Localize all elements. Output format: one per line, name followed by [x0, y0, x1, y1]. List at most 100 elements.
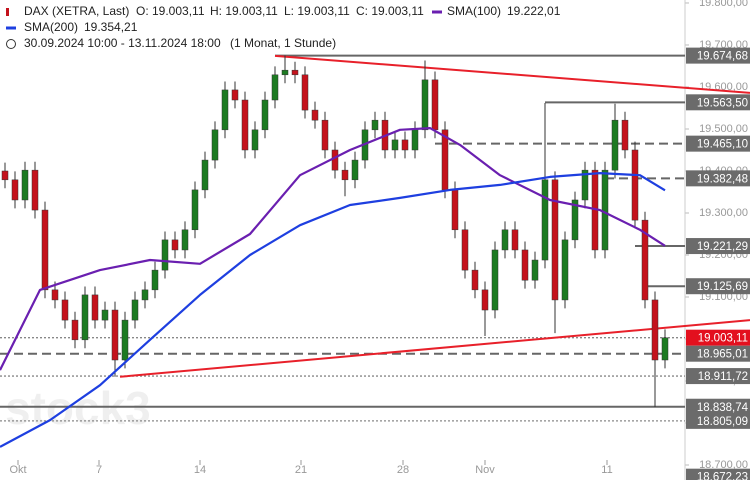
- candle-body: [1, 170, 9, 181]
- date-range: 30.09.2024 10:00 - 13.11.2024 18:00: [24, 36, 221, 50]
- x-tick-label: Nov: [475, 464, 495, 476]
- candle-body: [611, 119, 619, 171]
- interval: (1 Monat, 1 Stunde): [230, 36, 336, 50]
- level-label: 18.805,09: [697, 416, 748, 428]
- legend-value: 19.222,01: [507, 4, 561, 18]
- candle-body: [631, 149, 639, 221]
- candle-body: [281, 69, 289, 76]
- candle-body: [571, 199, 579, 241]
- level-label: 19.674,68: [697, 51, 748, 63]
- candle-body: [471, 269, 479, 291]
- candle-body: [601, 169, 609, 251]
- candle-body: [131, 299, 139, 321]
- x-tick-label: 21: [295, 464, 307, 476]
- candle-body: [271, 74, 279, 101]
- candle-body: [621, 119, 629, 151]
- symbol: DAX (XETRA, Last): [24, 4, 129, 18]
- level-label-bg: [686, 368, 750, 385]
- watermark: stock3: [5, 382, 151, 434]
- candle-body: [321, 119, 329, 151]
- candle-body: [201, 159, 209, 191]
- candle-body: [351, 159, 359, 181]
- candle-body: [231, 89, 239, 101]
- y-tick-label: 19.800,00: [699, 0, 748, 9]
- candle-body: [11, 179, 19, 201]
- candle-body: [541, 179, 549, 261]
- candle-body: [161, 239, 169, 271]
- level-label: 19.003,11: [698, 333, 748, 345]
- ohlc: C: 19.003,11: [356, 4, 424, 18]
- candle-body: [181, 229, 189, 251]
- level-label-bg: [686, 412, 750, 429]
- trendline: [119, 319, 750, 378]
- candle-body: [171, 239, 179, 251]
- level-label: 19.125,69: [697, 281, 748, 293]
- candle-body: [111, 309, 119, 361]
- ohlc: O: 19.003,11: [136, 4, 205, 18]
- level-label-bg: [686, 329, 750, 346]
- level-label-bg: [686, 170, 750, 187]
- x-tick-label: 7: [96, 464, 102, 476]
- ohlc: L: 19.003,11: [284, 4, 350, 18]
- level-label-bg: [686, 278, 750, 295]
- candle-body: [81, 294, 89, 341]
- y-tick-label: 18.700,00: [699, 459, 748, 471]
- candle-body: [551, 179, 559, 301]
- candle-body: [581, 169, 589, 201]
- candle-body: [241, 99, 249, 151]
- level-label-bg: [686, 47, 750, 64]
- candle-body: [431, 79, 439, 131]
- candle-body: [291, 69, 299, 76]
- ohlc: H: 19.003,11: [210, 4, 278, 18]
- candle-body: [31, 169, 39, 211]
- candle-body: [661, 337, 669, 361]
- candle-body: [451, 189, 459, 231]
- candle-body: [461, 229, 469, 271]
- header: DAX (XETRA, Last) O: 19.003,11 H: 19.003…: [0, 0, 680, 54]
- candle-body: [421, 79, 429, 131]
- legend-entry: SMA(100): [447, 4, 501, 18]
- sma-line: [0, 172, 666, 448]
- candle-body: [511, 229, 519, 251]
- x-tick-label: 11: [601, 464, 612, 476]
- candle-body: [301, 74, 309, 111]
- candle-body: [191, 189, 199, 231]
- candle-body: [651, 299, 659, 361]
- level-label-bg: [686, 94, 750, 111]
- x-tick-label: 28: [397, 464, 409, 476]
- candle-body: [261, 99, 269, 131]
- candle-body: [91, 294, 99, 321]
- candle-body: [221, 89, 229, 131]
- candle-body: [21, 169, 29, 201]
- candle-body: [401, 139, 409, 151]
- header-bg: [0, 0, 680, 54]
- candle-body: [61, 299, 69, 321]
- level-label-bg: [686, 135, 750, 152]
- level-label: 18.672,23: [697, 472, 748, 480]
- candle-body: [501, 229, 509, 251]
- x-tick-label: Okt: [9, 464, 26, 476]
- candle-body: [101, 309, 109, 321]
- level-label-bg: [686, 238, 750, 255]
- candle-body: [391, 139, 399, 151]
- candle-body: [71, 319, 79, 341]
- x-tick-label: 14: [194, 464, 206, 476]
- level-label: 19.382,48: [697, 173, 748, 185]
- candle-body: [51, 289, 59, 301]
- candle-body: [41, 209, 49, 291]
- level-label-bg: [686, 468, 750, 480]
- candle-body: [561, 239, 569, 301]
- candle-body: [211, 129, 219, 161]
- legend-value: 19.354,21: [84, 20, 138, 34]
- candle-body: [641, 219, 649, 301]
- header-icon: [6, 8, 9, 16]
- candle-body: [141, 289, 149, 301]
- candle-body: [411, 129, 419, 151]
- clock-icon: [6, 39, 16, 49]
- candle-body: [341, 169, 349, 181]
- candle-body: [521, 249, 529, 281]
- candle-body: [481, 289, 489, 311]
- trendline: [274, 54, 750, 94]
